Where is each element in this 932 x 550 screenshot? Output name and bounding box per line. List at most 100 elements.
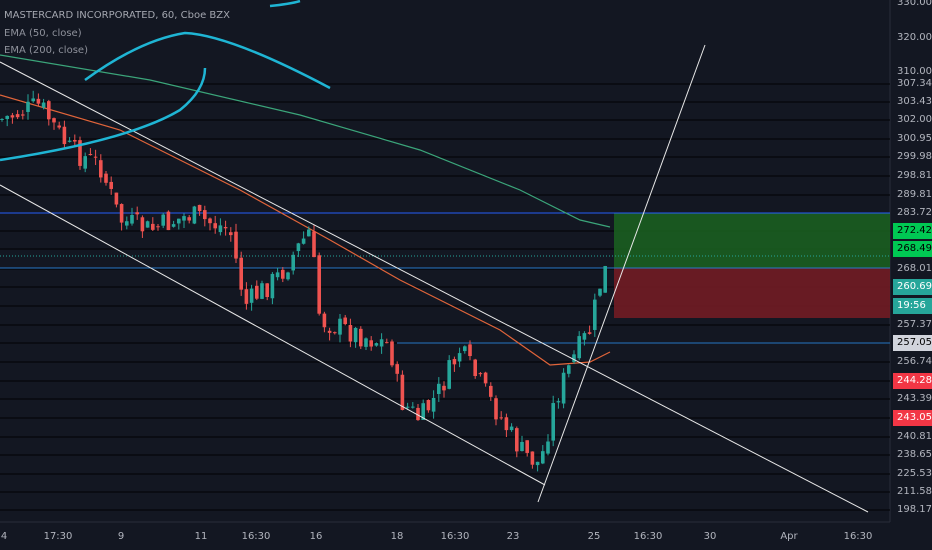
candle-body	[182, 216, 186, 221]
candle-body	[504, 417, 509, 431]
time-label: 9	[117, 531, 125, 542]
candle-body	[567, 365, 571, 374]
candle-body	[223, 227, 228, 229]
candle-body	[218, 225, 223, 233]
candle-body	[369, 340, 373, 347]
candle-body	[577, 336, 581, 359]
candle-body	[483, 372, 488, 384]
candle-body	[47, 101, 51, 120]
price-label: 300.95	[897, 133, 932, 144]
price-label: 302.00	[897, 114, 932, 125]
price-label: 268.49	[893, 241, 932, 257]
candle-body	[15, 114, 20, 118]
candle-body	[135, 212, 139, 215]
candle-body	[385, 342, 389, 344]
time-label: 23	[506, 531, 520, 542]
candle-body	[109, 181, 113, 189]
price-label: 307.34	[897, 78, 932, 89]
candle-body	[255, 285, 259, 299]
candle-body	[31, 98, 35, 102]
candle-body	[473, 359, 477, 377]
sketch	[0, 67, 207, 162]
candle-body	[5, 115, 9, 120]
time-label: 4	[0, 531, 8, 542]
candle-body	[249, 288, 254, 303]
candle-body	[333, 332, 337, 334]
candle-body	[494, 398, 498, 420]
candle-body	[171, 224, 176, 227]
candle-body	[463, 346, 467, 352]
time-label: 30	[703, 531, 717, 542]
candle-body	[353, 327, 358, 343]
candle-body	[41, 102, 46, 108]
candle-body	[244, 289, 249, 304]
candle-body	[426, 399, 431, 411]
candle-body	[322, 313, 327, 328]
candle-body	[104, 173, 108, 183]
loss-zone	[614, 268, 890, 318]
candle-body	[119, 204, 124, 223]
candle-body	[327, 330, 332, 333]
candle-body	[530, 451, 535, 465]
candle-body	[452, 359, 457, 365]
time-label: 16:30	[843, 531, 873, 542]
candle-body	[291, 254, 295, 271]
price-label: 225.53	[897, 468, 932, 479]
candle-body	[515, 428, 519, 452]
candle-body	[67, 140, 72, 142]
candle-body	[431, 397, 436, 412]
candle-body	[582, 333, 587, 340]
candle-body	[57, 125, 61, 128]
candle-body	[587, 332, 592, 334]
candle-body	[151, 223, 155, 230]
time-label: 11	[194, 531, 208, 542]
price-label: 303.43	[897, 96, 932, 107]
profit-zone	[614, 213, 890, 268]
candle-body	[421, 403, 425, 420]
candle-body	[489, 385, 493, 397]
candle-body	[270, 273, 275, 299]
candle-body	[478, 373, 483, 375]
candle-body	[457, 353, 462, 362]
price-label: 243.39	[897, 393, 932, 404]
candle-body	[161, 214, 165, 226]
price-label: 289.81	[897, 189, 932, 200]
candle-body	[83, 156, 87, 169]
price-label: 256.74	[897, 356, 932, 367]
candle-body	[307, 229, 311, 237]
candle-body	[239, 257, 243, 290]
candle-body	[114, 192, 119, 205]
candle-body	[145, 221, 150, 228]
candle-body	[156, 226, 160, 228]
candle-body	[437, 383, 441, 395]
candle-body	[598, 288, 602, 296]
candle-body	[520, 441, 524, 452]
candle-body	[62, 126, 67, 145]
time-label: 16:30	[633, 531, 663, 542]
candle-body	[343, 317, 347, 325]
candle-body	[93, 156, 98, 158]
candle-body	[405, 406, 410, 408]
candle-body	[411, 406, 415, 408]
candle-body	[187, 217, 191, 221]
candle-body	[546, 441, 550, 454]
candle-body	[301, 238, 306, 244]
trend-line	[537, 44, 706, 503]
candle-body	[73, 139, 77, 142]
candle-body	[561, 372, 566, 404]
candle-body	[572, 354, 576, 362]
candle-body	[312, 231, 316, 258]
candle-body	[551, 403, 555, 441]
candle-body	[78, 140, 82, 166]
price-label: 257.37	[897, 319, 932, 330]
candle-body	[447, 360, 451, 389]
symbol-title: MASTERCARD INCORPORATED, 60, Cboe BZX	[4, 10, 230, 21]
candle-body	[36, 98, 41, 104]
sketch	[84, 31, 331, 90]
candle-body	[26, 101, 30, 112]
candle-body	[192, 206, 197, 224]
candle-body	[525, 440, 529, 453]
candle-body	[364, 338, 368, 347]
price-label: 260.69	[893, 279, 932, 295]
